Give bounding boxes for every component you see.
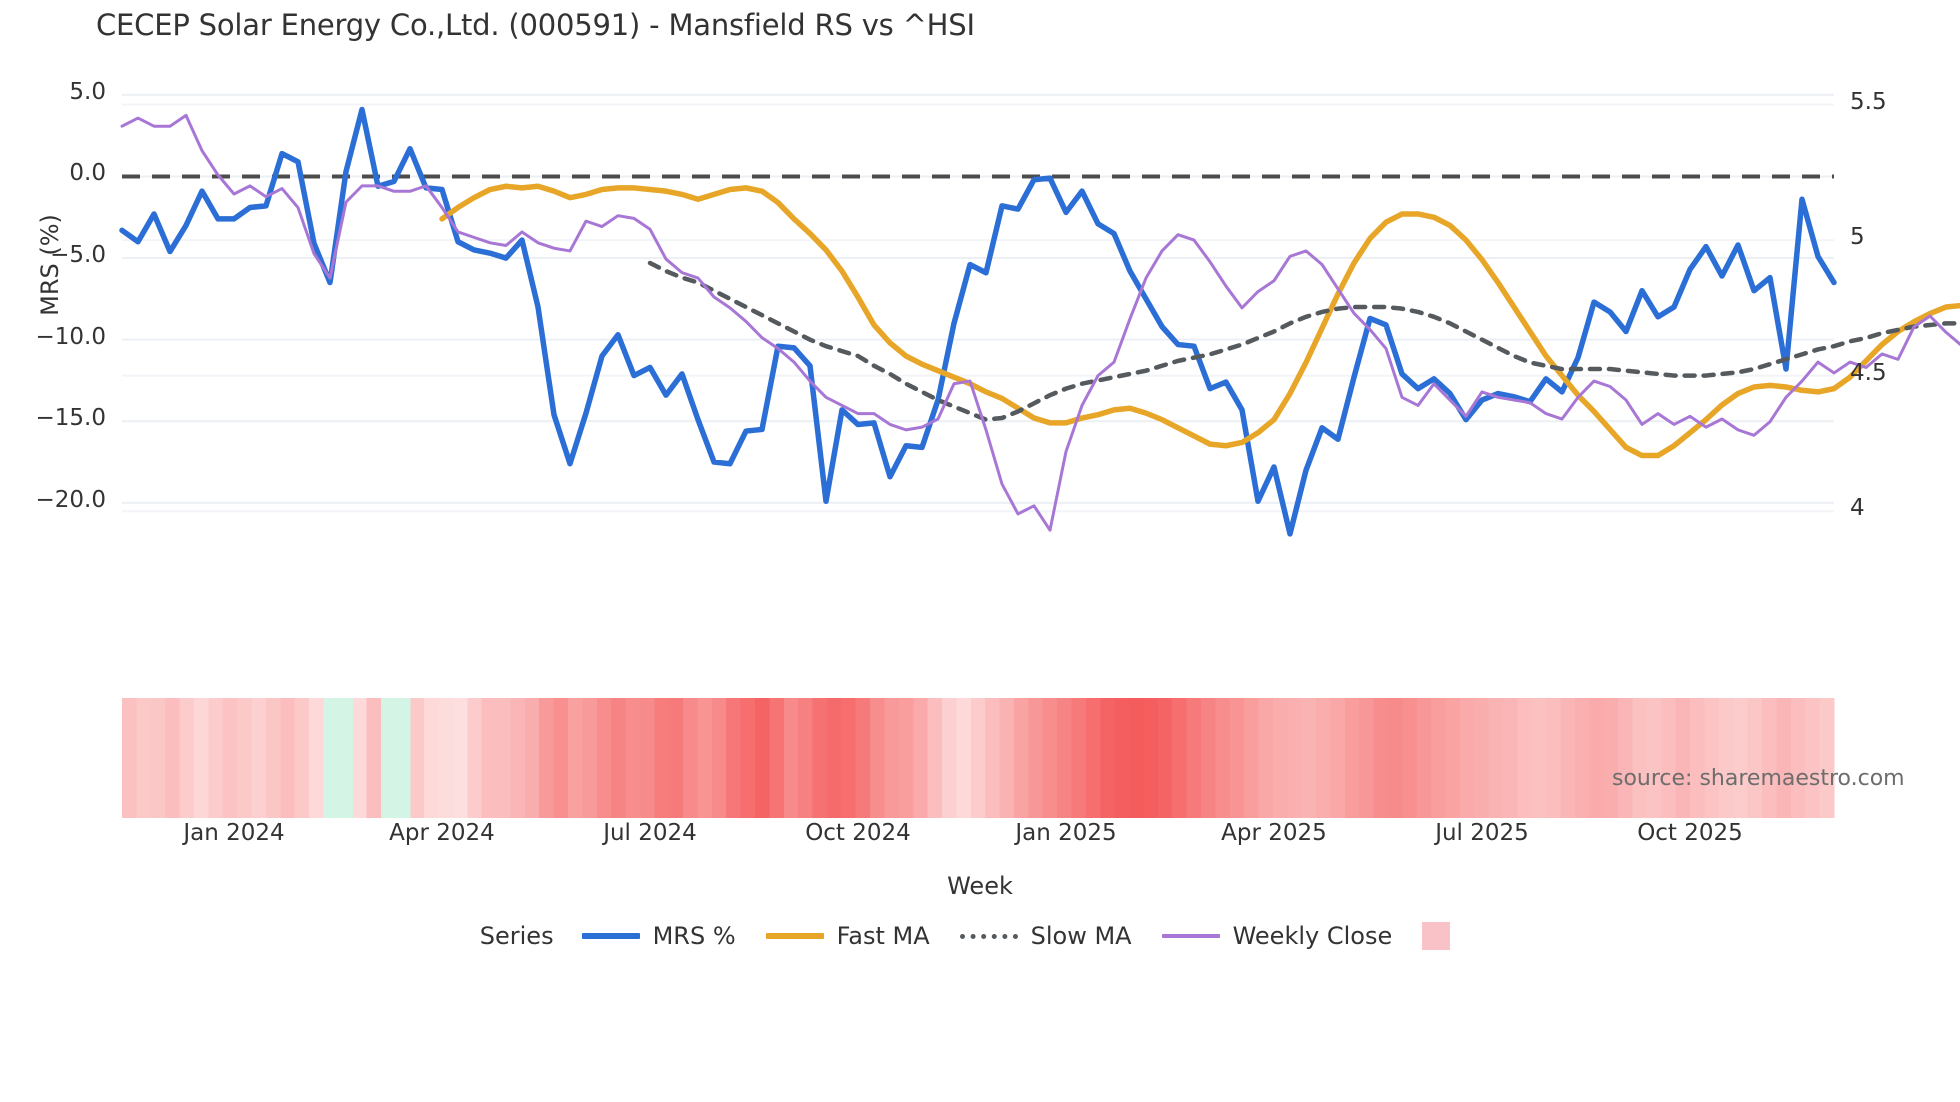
legend-swatch-mrs xyxy=(581,933,640,939)
legend-item-slow-ma[interactable]: Slow MA xyxy=(959,922,1132,950)
y-tick-left: −20.0 xyxy=(35,486,106,513)
x-tick: Jan 2024 xyxy=(183,820,285,846)
source-attribution: source: sharemaestro.com xyxy=(1612,766,1905,791)
y-tick-right: 4 xyxy=(1850,495,1865,522)
x-tick: Jul 2024 xyxy=(603,820,697,846)
series-line-mrs xyxy=(119,106,1837,537)
x-tick: Apr 2024 xyxy=(389,820,495,846)
y-tick-left: −15.0 xyxy=(35,405,106,432)
y-tick-right: 5.5 xyxy=(1850,88,1887,115)
legend-item-weekly-close[interactable]: Weekly Close xyxy=(1161,922,1393,950)
series-line-slow-ma xyxy=(647,260,1960,422)
x-tick: Jul 2025 xyxy=(1435,820,1529,846)
x-tick: Apr 2025 xyxy=(1221,820,1327,846)
x-tick: Jan 2025 xyxy=(1015,820,1117,846)
y-tick-left: −5.0 xyxy=(50,242,106,269)
y-tick-left: 5.0 xyxy=(69,78,106,105)
gridlines xyxy=(122,93,1834,513)
y-tick-right: 5 xyxy=(1850,224,1865,251)
legend-label-fast-ma: Fast MA xyxy=(836,922,930,950)
legend-swatch-slow-ma xyxy=(959,933,1018,939)
y-tick-right: 4.5 xyxy=(1850,359,1887,386)
legend-label-mrs: MRS % xyxy=(652,922,736,950)
legend-title: Series xyxy=(479,922,554,950)
legend-item-heat-band[interactable] xyxy=(1422,922,1451,950)
series-lines xyxy=(119,106,1960,537)
x-tick: Oct 2025 xyxy=(1637,820,1743,846)
y-tick-left: −10.0 xyxy=(35,323,106,350)
legend-swatch-weekly-close xyxy=(1161,934,1220,938)
legend-swatch-fast-ma xyxy=(765,933,824,939)
x-tick: Oct 2024 xyxy=(805,820,911,846)
x-axis-label: Week xyxy=(947,872,1013,900)
legend-item-mrs[interactable]: MRS % xyxy=(581,922,736,950)
page-title: CECEP Solar Energy Co.,Ltd. (000591) - M… xyxy=(96,8,975,42)
legend-item-fast-ma[interactable]: Fast MA xyxy=(765,922,930,950)
legend-swatch-heat-band xyxy=(1422,922,1451,950)
legend-label-slow-ma: Slow MA xyxy=(1030,922,1132,950)
series-line-fast-ma xyxy=(439,183,1960,459)
y-tick-left: 0.0 xyxy=(69,160,106,187)
legend-label-weekly-close: Weekly Close xyxy=(1232,922,1393,950)
series-line-weekly-close xyxy=(120,113,1960,532)
legend: Series MRS % Fast MA Slow MA Weekly Clos… xyxy=(0,922,1960,950)
heat-band xyxy=(122,698,1835,818)
